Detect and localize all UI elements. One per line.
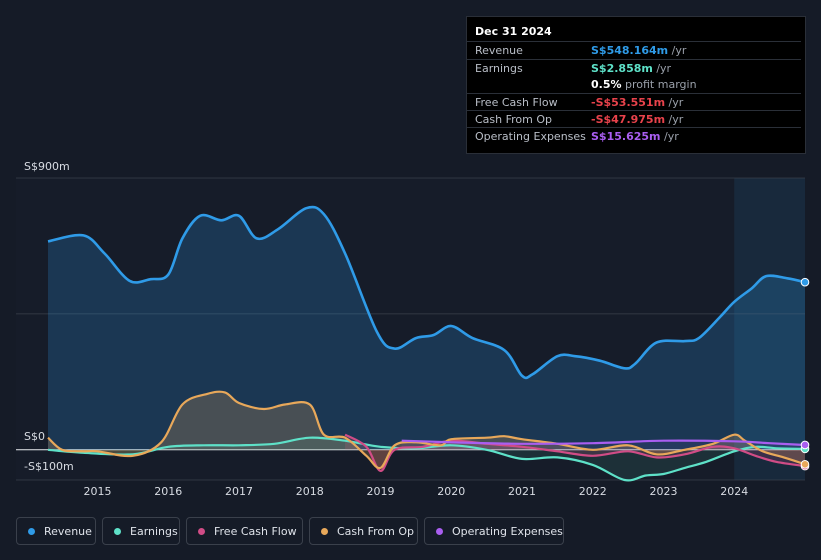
legend-item-cash-from-op[interactable]: Cash From Op [309,517,418,545]
endpoint-operating-expenses [800,440,810,450]
tooltip-row: Operating Expenses S$15.625m /yr [467,127,801,145]
line-cash-from-op [47,390,806,470]
tooltip-value: S$2.858m /yr [591,62,672,75]
legend-item-revenue[interactable]: Revenue [16,517,96,545]
legend-label: Cash From Op [337,525,415,538]
area-cash-from-op [48,391,805,469]
tooltip-row: Revenue S$548.164m /yr [467,41,801,59]
legend-label: Operating Expenses [452,525,563,538]
tooltip-label: Revenue [475,44,523,57]
series-areas [48,206,805,481]
series-lines [47,205,806,482]
legend-label: Revenue [44,525,92,538]
legend-item-earnings[interactable]: Earnings [102,517,180,545]
x-tick-label: 2022 [579,485,607,498]
tooltip-label: Earnings [475,62,523,75]
line-earnings [47,436,806,482]
line-revenue [47,205,806,380]
series-endpoints [800,277,810,471]
legend-dot-icon [436,528,443,535]
legend-label: Free Cash Flow [214,525,297,538]
legend-dot-icon [114,528,121,535]
area-operating-expenses [401,440,805,450]
x-tick-label: 2017 [225,485,253,498]
tooltip-value: -S$53.551m /yr [591,96,684,109]
legend-dot-icon [198,528,205,535]
area-revenue [48,206,805,450]
tooltip-label: Free Cash Flow [475,96,558,109]
tooltip: Dec 31 2024 Revenue S$548.164m /yr Earning… [466,16,806,154]
x-axis: 2015 2016 2017 2018 2019 2020 2021 2022 2023 2024 [84,485,749,498]
tooltip-row: Earnings S$2.858m /yr [467,59,801,77]
legend-label: Earnings [130,525,178,538]
area-earnings [48,437,805,481]
tooltip-label: Operating Expenses [475,130,586,143]
grid [16,177,805,481]
tooltip-row: 0.5% profit margin [467,76,801,93]
tooltip-value: S$15.625m /yr [591,130,679,143]
legend-item-free-cash-flow[interactable]: Free Cash Flow [186,517,303,545]
y-tick-label: -S$100m [24,460,74,473]
tooltip-row: Cash From Op -S$47.975m /yr [467,110,801,128]
tooltip-value: -S$47.975m /yr [591,113,684,126]
x-tick-label: 2016 [154,485,182,498]
x-tick-label: 2021 [508,485,536,498]
tooltip-label: Cash From Op [475,113,553,126]
legend-dot-icon [321,528,328,535]
y-tick-label: S$900m [24,160,70,173]
x-tick-label: 2020 [437,485,465,498]
x-tick-label: 2015 [84,485,112,498]
y-tick-label: S$0 [24,430,45,443]
x-tick-label: 2018 [296,485,324,498]
x-tick-label: 2024 [720,485,748,498]
x-tick-label: 2023 [650,485,678,498]
tooltip-value: S$548.164m /yr [591,44,687,57]
endpoint-cash-from-op [800,459,810,469]
endpoint-revenue [800,277,810,287]
tooltip-row: Free Cash Flow -S$53.551m /yr [467,93,801,111]
line-operating-expenses [401,439,806,447]
line-free-cash-flow [344,433,806,472]
x-tick-label: 2019 [367,485,395,498]
forecast-highlight-region [734,178,805,480]
plot-background [16,178,805,480]
legend-dot-icon [28,528,35,535]
area-free-cash-flow [345,434,805,471]
tooltip-date: Dec 31 2024 [475,25,552,38]
tooltip-value: 0.5% profit margin [591,78,697,91]
legend-item-operating-expenses[interactable]: Operating Expenses [424,517,564,545]
y-axis: S$900m S$0 -S$100m [24,160,74,473]
